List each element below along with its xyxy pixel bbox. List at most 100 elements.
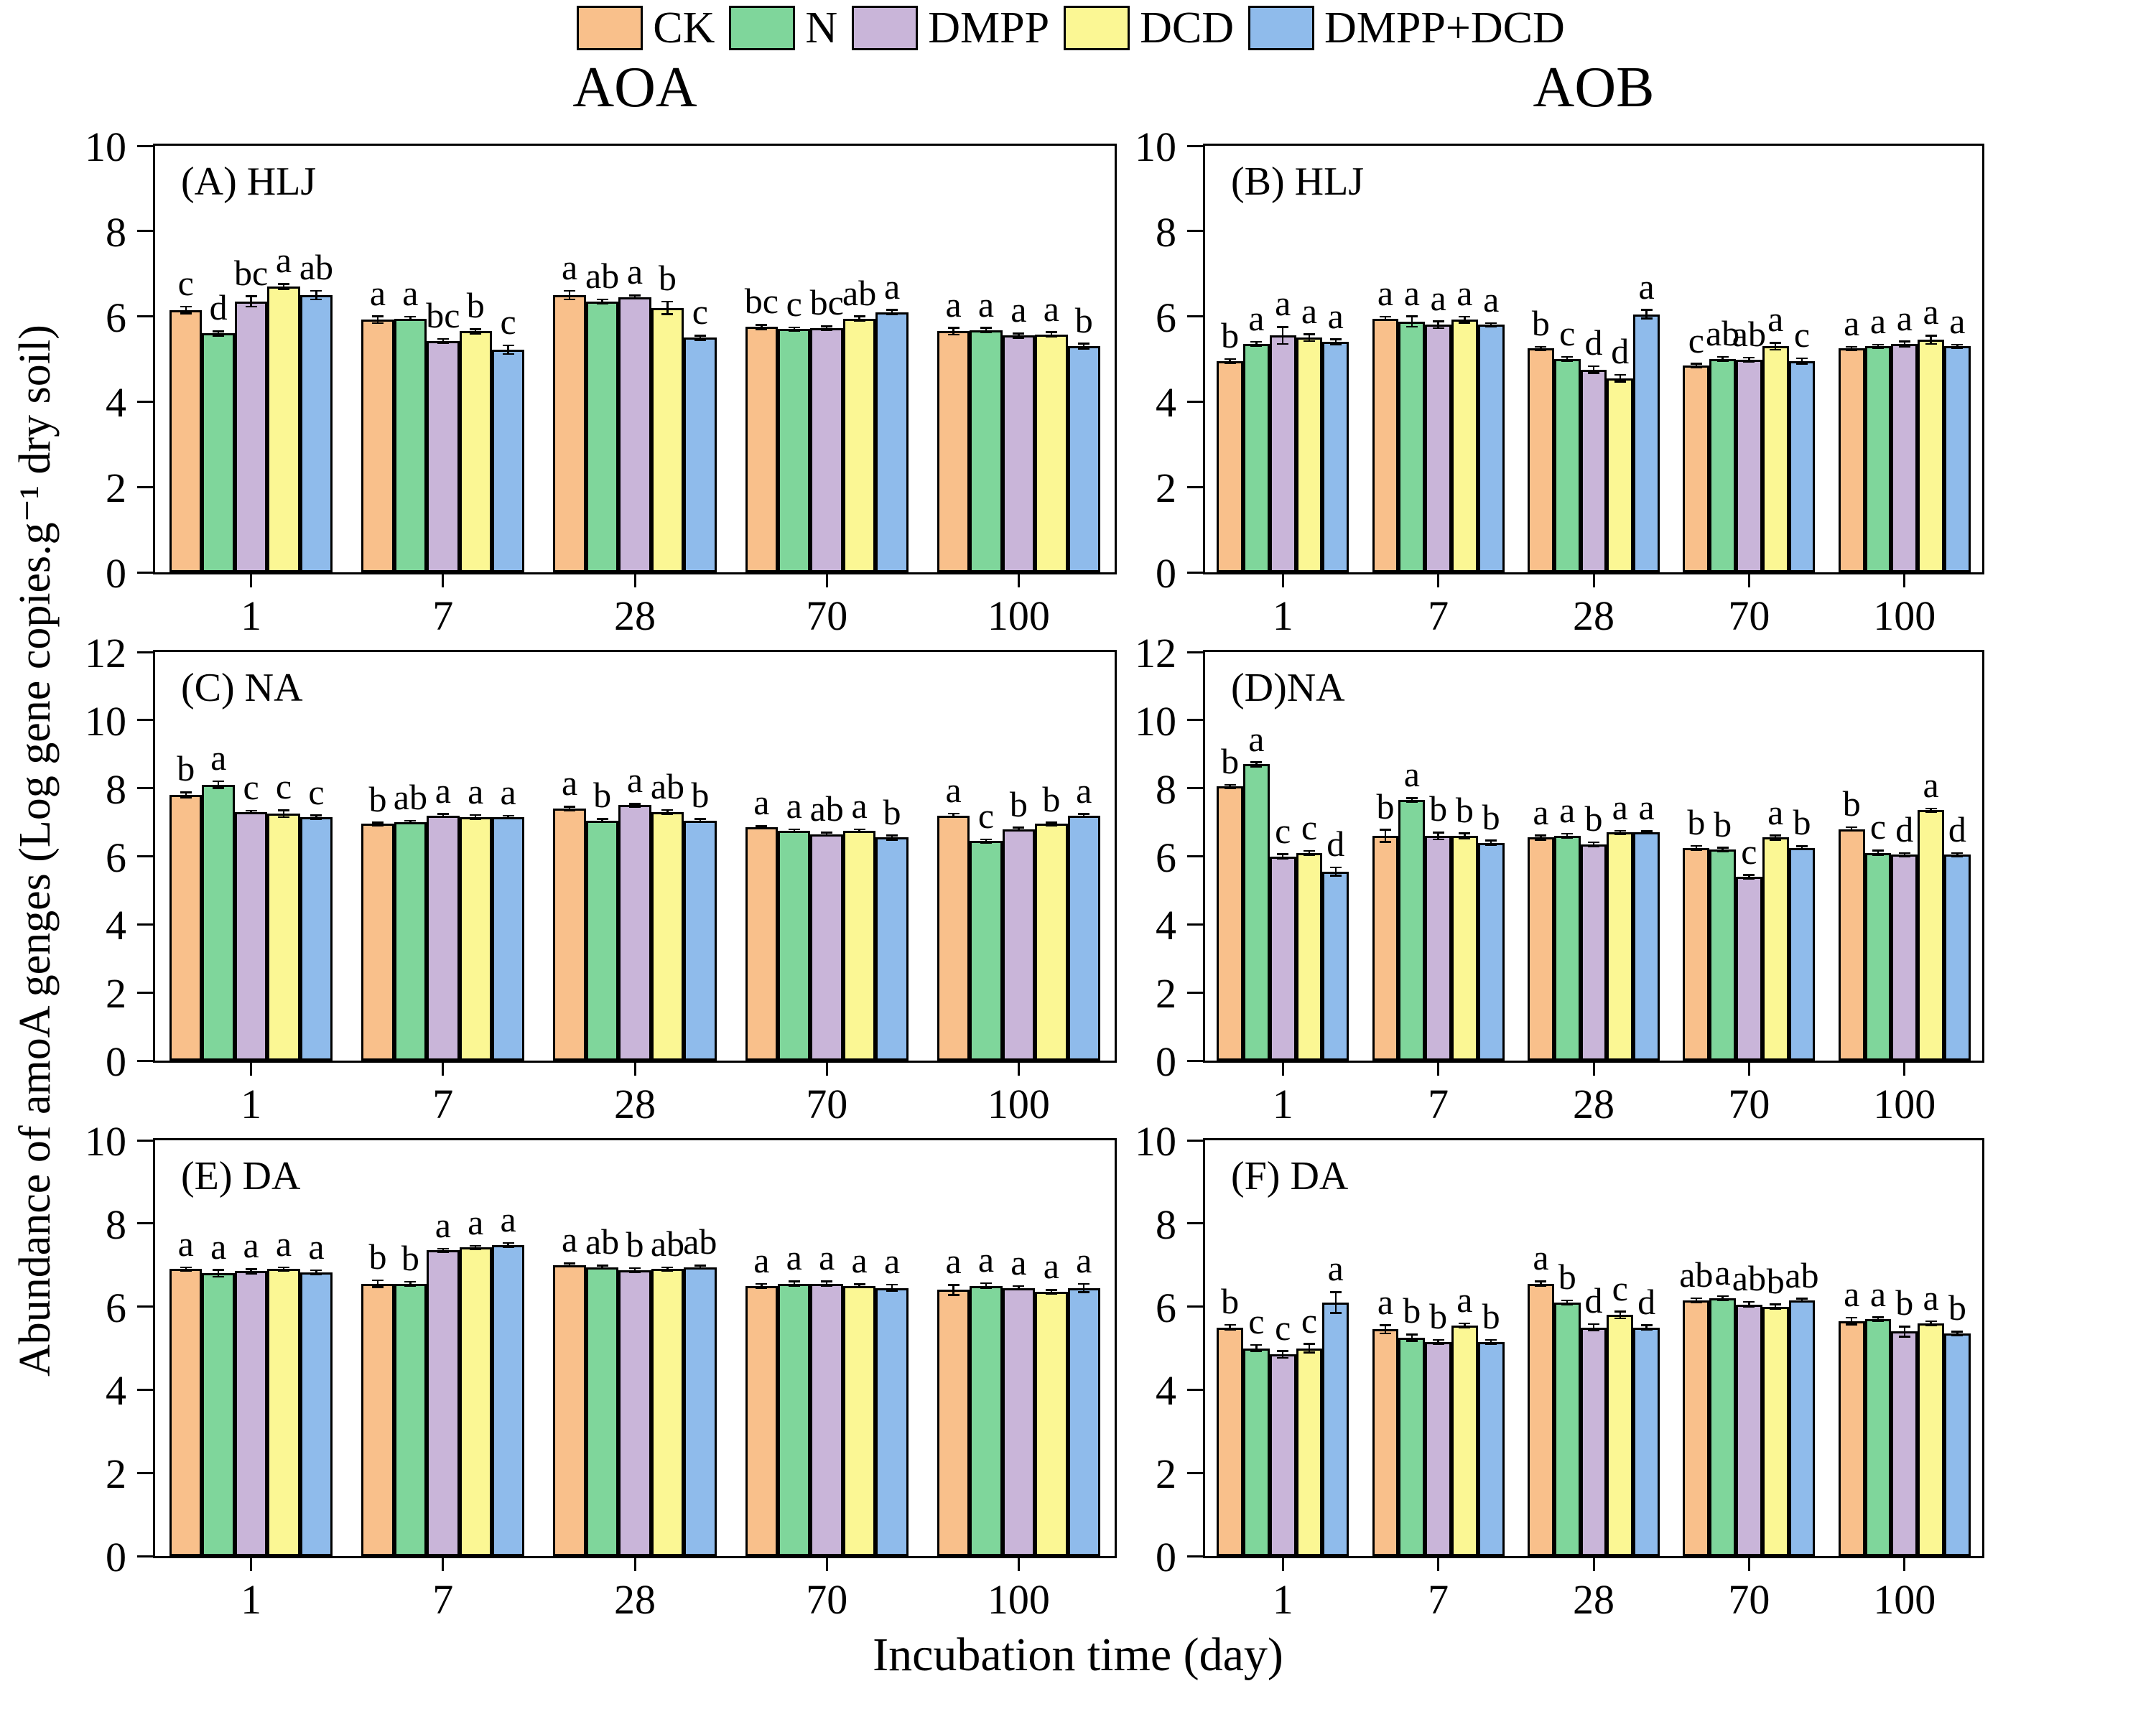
bar-B-CK-day28 bbox=[1528, 348, 1554, 572]
error-bar-cap bbox=[756, 328, 768, 330]
error-bar bbox=[1018, 1286, 1020, 1290]
y-axis-tick-label: 8 bbox=[1156, 765, 1176, 813]
error-bar bbox=[1464, 1323, 1466, 1328]
panel-title-C: (C) NA bbox=[181, 666, 303, 710]
error-bar-cap bbox=[947, 333, 959, 336]
legend-label: DCD bbox=[1140, 4, 1234, 52]
x-axis-tick bbox=[250, 1063, 253, 1076]
error-bar-cap bbox=[1303, 854, 1315, 856]
error-bar-cap bbox=[1485, 1343, 1497, 1345]
error-bar-cap bbox=[1405, 797, 1418, 799]
x-axis-tick bbox=[442, 574, 445, 587]
error-bar-cap bbox=[470, 1244, 482, 1247]
sig-letter: a bbox=[1248, 298, 1265, 339]
y-axis-tick-label: 0 bbox=[106, 550, 126, 597]
error-bar bbox=[793, 829, 796, 832]
bar-F-DMPP+DCD-day1 bbox=[1322, 1302, 1349, 1556]
y-axis-tick bbox=[137, 651, 153, 653]
error-bar-cap bbox=[629, 297, 641, 300]
bar-F-DCD-day100 bbox=[1918, 1323, 1944, 1556]
sig-letter: a bbox=[1301, 290, 1318, 331]
error-bar-cap bbox=[1303, 340, 1315, 343]
error-bar bbox=[825, 326, 828, 331]
error-bar-cap bbox=[1380, 1332, 1392, 1335]
bar-A-DMPP+DCD-day7 bbox=[491, 349, 525, 572]
sig-letter: b bbox=[1687, 801, 1706, 842]
error-bar bbox=[1490, 840, 1492, 845]
bar-D-N-day70 bbox=[1709, 849, 1736, 1061]
error-bar-cap bbox=[502, 344, 514, 347]
y-axis-tick bbox=[1187, 571, 1203, 574]
y-axis-tick-label: 2 bbox=[1156, 465, 1176, 512]
error-bar bbox=[507, 1243, 509, 1247]
error-bar-cap bbox=[245, 1268, 257, 1270]
error-bar-cap bbox=[661, 1270, 674, 1272]
sig-letter: a bbox=[1638, 266, 1655, 307]
error-bar-cap bbox=[502, 817, 514, 820]
sig-letter: a bbox=[753, 1239, 770, 1280]
error-bar bbox=[1800, 358, 1803, 365]
error-bar bbox=[568, 806, 571, 811]
error-bar bbox=[1050, 1290, 1053, 1295]
error-bar bbox=[1334, 339, 1337, 345]
sig-letter: a bbox=[1327, 1248, 1344, 1289]
bar-C-DMPP-day100 bbox=[1002, 829, 1036, 1061]
error-bar bbox=[1850, 827, 1853, 831]
error-bar-cap bbox=[310, 818, 322, 820]
error-bar-cap bbox=[1045, 824, 1057, 826]
sig-letter: ab bbox=[650, 766, 685, 806]
bar-F-N-day1 bbox=[1243, 1348, 1270, 1556]
sig-letter: b bbox=[593, 775, 612, 816]
error-bar bbox=[1695, 1298, 1698, 1303]
error-bar-cap bbox=[213, 787, 225, 789]
bar-D-N-day7 bbox=[1398, 800, 1426, 1061]
x-axis-tick bbox=[1903, 1558, 1906, 1571]
error-bar-cap bbox=[1640, 317, 1653, 320]
error-bar bbox=[633, 1267, 636, 1272]
error-bar-cap bbox=[502, 353, 514, 355]
error-bar-cap bbox=[1277, 857, 1289, 860]
error-bar bbox=[1411, 316, 1413, 327]
bar-E-N-day100 bbox=[970, 1285, 1003, 1556]
error-bar bbox=[1956, 852, 1958, 857]
sig-letter: c bbox=[243, 766, 259, 807]
bar-E-DMPP+DCD-day100 bbox=[1067, 1287, 1100, 1556]
sig-letter: a bbox=[1923, 292, 1939, 332]
error-bar bbox=[282, 1267, 285, 1271]
sig-letter: a bbox=[851, 786, 868, 826]
error-bar bbox=[1748, 875, 1750, 879]
bar-C-DMPP-day7 bbox=[427, 815, 460, 1061]
bar-B-DMPP+DCD-day70 bbox=[1788, 360, 1816, 572]
error-bar bbox=[1748, 1302, 1750, 1308]
bar-C-N-day1 bbox=[202, 784, 235, 1061]
y-axis-tick-label: 6 bbox=[106, 834, 126, 881]
y-axis-tick-label: 10 bbox=[85, 124, 126, 170]
error-bar-cap bbox=[1432, 838, 1444, 841]
bar-C-DMPP+DCD-day70 bbox=[875, 837, 909, 1061]
error-bar bbox=[699, 335, 702, 340]
error-bar-cap bbox=[788, 330, 800, 332]
bar-B-N-day7 bbox=[1398, 321, 1426, 572]
sig-letter: c bbox=[1301, 1300, 1318, 1341]
sig-letter: a bbox=[626, 760, 643, 801]
error-bar-cap bbox=[1224, 358, 1236, 360]
sig-letter: a bbox=[243, 1225, 259, 1266]
error-bar-cap bbox=[1716, 850, 1729, 852]
error-bar bbox=[666, 301, 669, 315]
y-axis-tick bbox=[1187, 1555, 1203, 1557]
bar-E-CK-day70 bbox=[745, 1285, 779, 1556]
error-bar-cap bbox=[947, 812, 959, 815]
bar-E-DMPP-day100 bbox=[1002, 1287, 1036, 1556]
error-bar-cap bbox=[1716, 1299, 1729, 1302]
bar-A-N-day100 bbox=[970, 330, 1003, 572]
error-bar-cap bbox=[1329, 338, 1342, 340]
sig-letter: a bbox=[1923, 765, 1939, 806]
sig-letter: ab bbox=[683, 1221, 717, 1262]
panel-title-E: (E) DA bbox=[181, 1154, 301, 1198]
bar-E-DCD-day70 bbox=[842, 1285, 876, 1556]
error-bar-cap bbox=[947, 816, 959, 819]
x-axis-tick-label: 70 bbox=[806, 592, 848, 639]
error-bar bbox=[1903, 1326, 1906, 1337]
error-bar-cap bbox=[1459, 1326, 1471, 1328]
error-bar-cap bbox=[1614, 1310, 1626, 1313]
